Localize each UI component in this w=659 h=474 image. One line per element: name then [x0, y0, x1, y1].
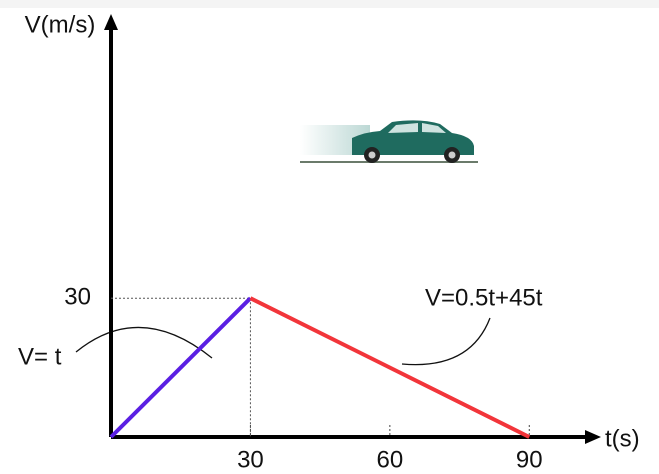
annotation-pointer [76, 327, 212, 358]
car-illustration [300, 120, 478, 163]
data-line [111, 298, 250, 437]
y-axis-arrow [104, 14, 118, 30]
x-tick-label: 60 [377, 446, 404, 473]
x-axis-arrow [585, 430, 601, 444]
x-axis-label: t(s) [605, 425, 640, 452]
annotation-pointer [402, 318, 490, 365]
y-axis-label: V(m/s) [25, 11, 96, 38]
y-tick-label: 30 [64, 284, 91, 311]
data-line [250, 298, 529, 437]
annotation: V= t [18, 343, 62, 370]
top-band [0, 0, 659, 8]
x-tick-label: 90 [516, 446, 543, 473]
x-tick-label: 30 [237, 446, 264, 473]
annotation: V=0.5t+45t [425, 284, 543, 311]
page: {"chart_data": {"type": "line", "y_label… [0, 0, 659, 474]
chart: V(m/s) t(s) V= t V=0.5t+45t 30 60 90 30 [0, 0, 659, 474]
